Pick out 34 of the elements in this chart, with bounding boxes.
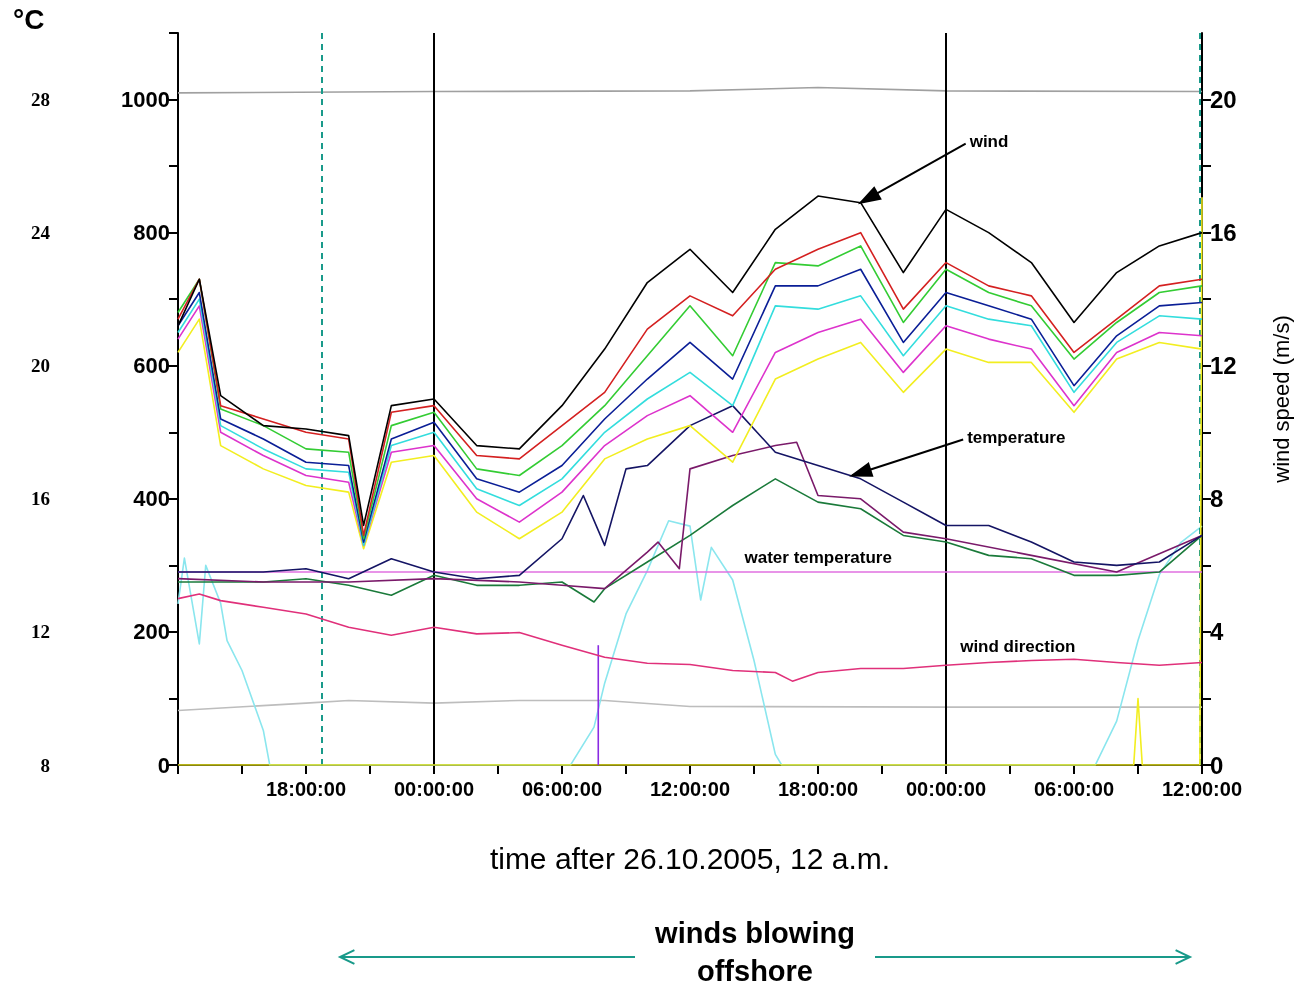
y2-tick-label: 20 (1210, 86, 1237, 114)
annotation: temperature (967, 427, 1066, 448)
y2-tick-label: 0 (1210, 751, 1224, 779)
x-tick-label: 00:00:00 (393, 778, 475, 800)
y-tick-label: 800 (133, 220, 170, 246)
x-tick-label: 18:00:00 (777, 778, 859, 800)
y2-tick-label: 4 (1210, 618, 1224, 646)
annotation: wind (969, 131, 1009, 152)
y3-tick-label: 12 (31, 621, 50, 643)
y-tick-label: 400 (133, 486, 170, 512)
y-tick-label: 0 (157, 752, 170, 778)
y2-tick-label: 12 (1210, 352, 1237, 380)
y2-tick-label: 8 (1210, 485, 1224, 513)
y-tick-label: 600 (133, 353, 170, 379)
y3-axis-title: °C (13, 3, 45, 35)
y-tick-label: 200 (133, 619, 170, 645)
x-tick-label: 12:00:00 (649, 778, 731, 800)
series-label: water temperature (744, 548, 892, 569)
series-label: wind direction (960, 636, 1076, 657)
x-tick-label: 00:00:00 (905, 778, 987, 800)
y3-tick-label: 28 (31, 89, 50, 111)
x-tick-label: 18:00:00 (265, 778, 347, 800)
text: winds blowing offshore (635, 914, 875, 989)
x-axis-title: time after 26.10.2005, 12 a.m. (489, 841, 891, 875)
y2-axis-title: wind speed (m/s) (1268, 315, 1294, 484)
y2-tick-label: 16 (1210, 219, 1237, 247)
y3-tick-label: 20 (31, 355, 50, 377)
y3-tick-label: 16 (31, 488, 50, 510)
y3-tick-label: 8 (40, 754, 50, 776)
x-tick-label: 06:00:00 (521, 778, 603, 800)
y3-tick-label: 24 (31, 222, 51, 244)
x-tick-label: 12:00:00 (1161, 778, 1243, 800)
x-tick-label: 06:00:00 (1033, 778, 1115, 800)
y-tick-label: 1000 (121, 87, 170, 113)
